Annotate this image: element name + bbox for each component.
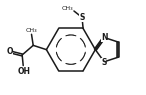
- Text: CH₃: CH₃: [62, 6, 73, 11]
- Text: O: O: [7, 48, 13, 56]
- Text: OH: OH: [17, 67, 30, 76]
- Text: S: S: [101, 58, 106, 67]
- Text: N: N: [101, 33, 107, 42]
- Text: S: S: [79, 13, 85, 22]
- Text: CH₃: CH₃: [26, 28, 37, 33]
